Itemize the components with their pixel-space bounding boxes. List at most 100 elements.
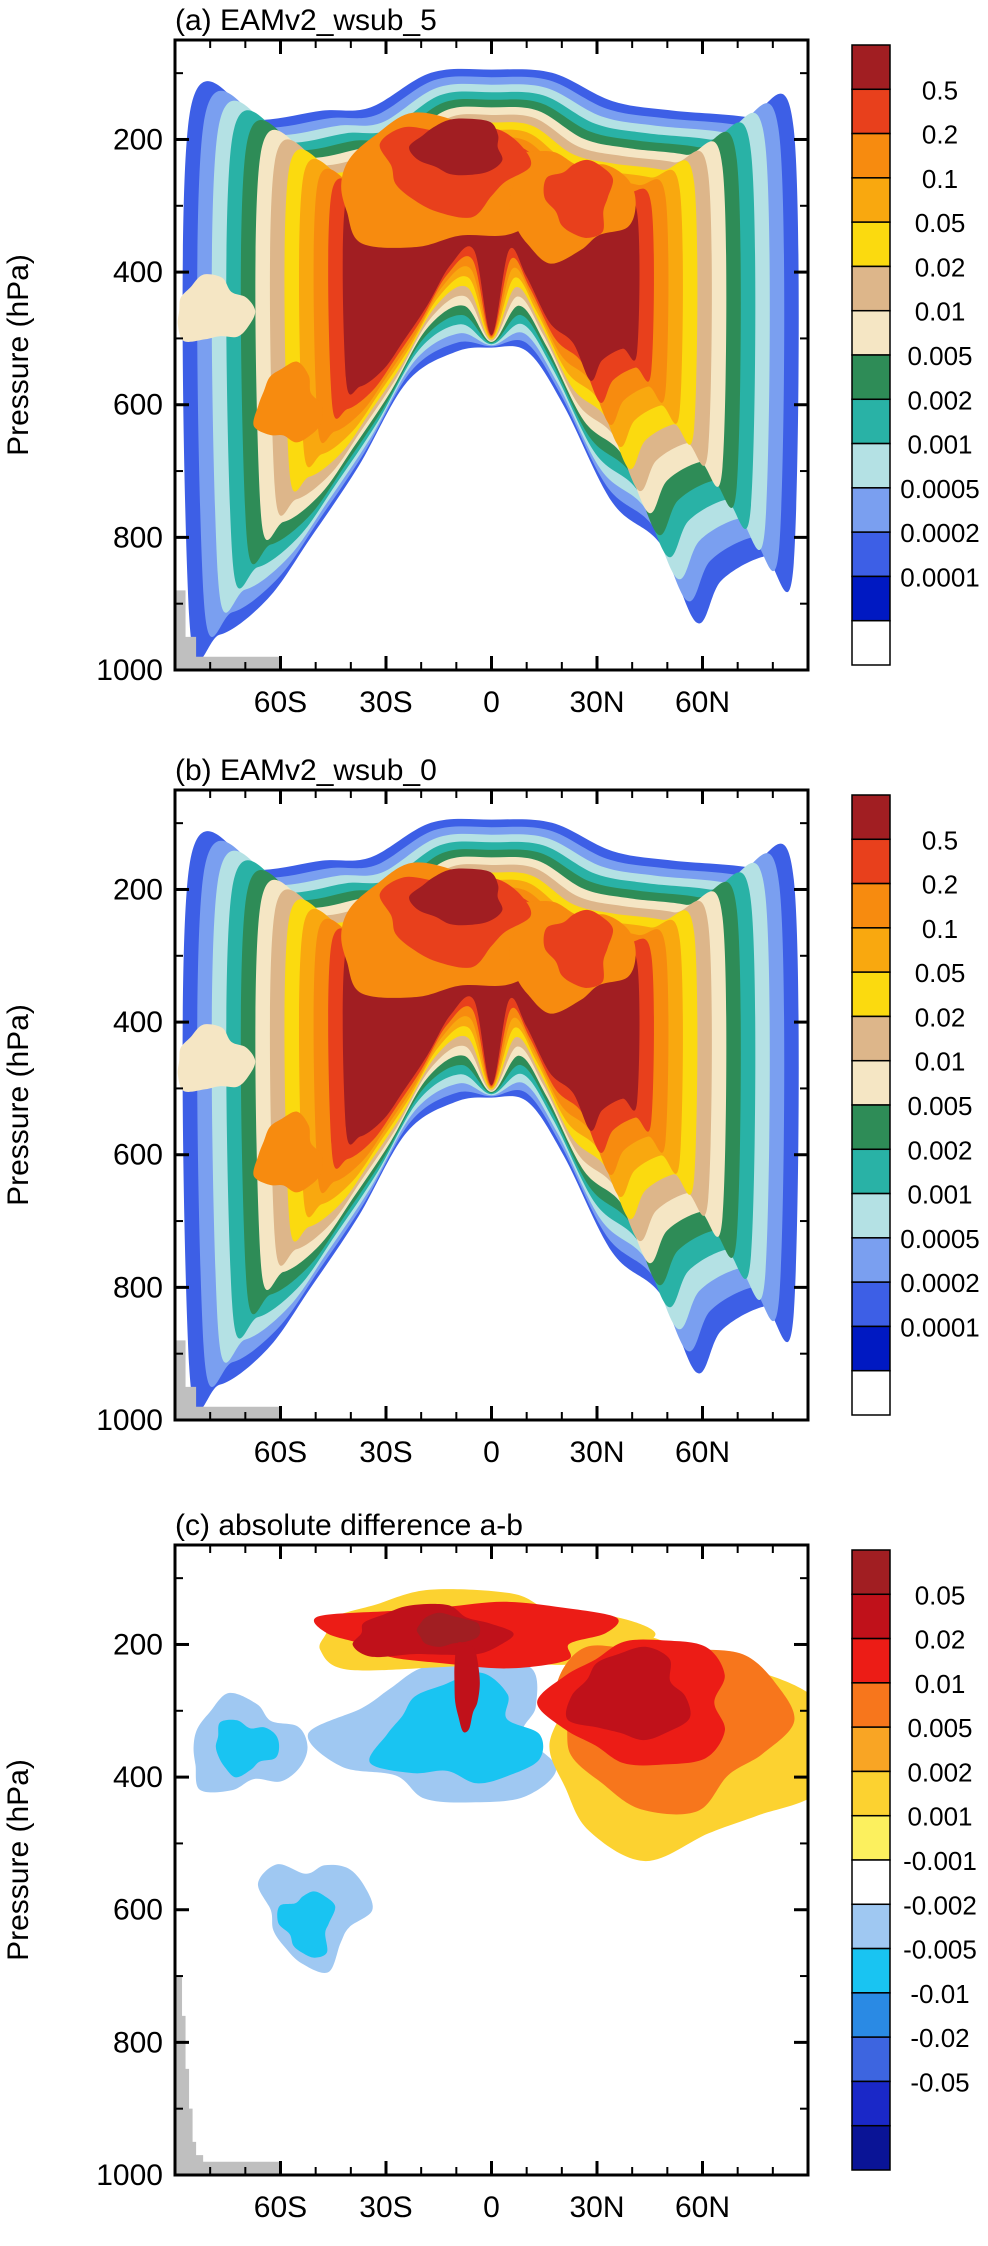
- colorbar-swatch: [851, 971, 891, 1018]
- colorbar-swatch: [851, 354, 891, 401]
- colorbar-label: -0.001: [903, 1846, 977, 1876]
- colorbar-swatch: [851, 927, 891, 973]
- colorbar-swatch: [851, 442, 891, 489]
- contour-band: [409, 868, 503, 926]
- colorbar-swatch: [851, 1549, 891, 1596]
- panel-b: (b) EAMv2_wsub_0 Pressure (hPa) 200 400 600 8…: [2, 754, 980, 1469]
- colorbar-swatch: [851, 1947, 891, 1994]
- y-tick-label: 400: [113, 256, 163, 289]
- colorbar-swatch: [851, 838, 891, 885]
- x-tick-label: 30S: [359, 686, 412, 719]
- x-tick-label: 30N: [569, 2191, 624, 2224]
- colorbar-swatch: [851, 1682, 891, 1728]
- surface-mask: [175, 1340, 281, 1420]
- contour-band: [277, 1891, 336, 1958]
- colorbar-label: 0.005: [907, 1091, 972, 1121]
- x-tick-label: 60N: [675, 2191, 730, 2224]
- colorbar-swatch: [851, 1593, 891, 1640]
- x-tick-label: 0: [483, 686, 500, 719]
- colorbar-swatch: [851, 1237, 891, 1283]
- contour-field: [175, 818, 799, 1420]
- colorbar-swatch: [851, 1992, 891, 2038]
- colorbar-swatch: [851, 531, 891, 578]
- colorbar-label: 0.0002: [900, 518, 980, 548]
- contour-band: [215, 1719, 280, 1778]
- colorbar-swatch: [851, 2124, 891, 2171]
- colorbar-label: 0.2: [922, 870, 958, 900]
- colorbar-label: 0.2: [922, 120, 958, 150]
- colorbar-label: 0.1: [922, 164, 958, 194]
- colorbar-swatch: [851, 487, 891, 533]
- colorbar-swatch: [851, 1059, 891, 1106]
- colorbar-label: -0.05: [910, 2067, 969, 2097]
- chart-title: (a) EAMv2_wsub_5: [175, 4, 437, 37]
- colorbar-swatch: [851, 1726, 891, 1773]
- colorbar-label: 0.001: [907, 1802, 972, 1832]
- x-tick-label: 60S: [254, 686, 307, 719]
- x-tick-label: 0: [483, 1436, 500, 1469]
- colorbar-swatch: [851, 265, 891, 312]
- colorbar-label: 0.002: [907, 385, 972, 415]
- colorbar-swatch: [851, 1903, 891, 1950]
- y-tick-label: 200: [113, 873, 163, 906]
- y-tick-label: 600: [113, 389, 163, 422]
- colorbar-swatch: [851, 221, 891, 268]
- colorbar-label: -0.01: [910, 1979, 969, 2009]
- contour-band: [253, 1111, 323, 1193]
- colorbar-label: 0.5: [922, 825, 958, 855]
- panel-a: (a) EAMv2_wsub_5 Pressure (hPa) 200 400 600 8…: [2, 4, 980, 719]
- contour-field: [175, 1589, 808, 2175]
- colorbar-label: 0.0005: [900, 1224, 980, 1254]
- x-tick-label: 60N: [675, 1436, 730, 1469]
- y-axis-label: Pressure (hPa): [2, 1004, 35, 1206]
- colorbar-label: 0.05: [915, 1580, 966, 1610]
- colorbar-label: 0.005: [907, 1713, 972, 1743]
- colorbar: 0.5 0.2 0.1 0.05 0.02 0.01 0.005 0.002 0.001 0.00…: [851, 44, 980, 666]
- y-tick-label: 800: [113, 2026, 163, 2059]
- y-tick-label: 600: [113, 1894, 163, 1927]
- x-tick-label: 30N: [569, 1436, 624, 1469]
- x-tick-label: 60N: [675, 686, 730, 719]
- colorbar-swatch: [851, 1281, 891, 1328]
- colorbar-swatch: [851, 1192, 891, 1239]
- colorbar-swatch: [851, 1369, 891, 1416]
- colorbar-label: 0.05: [915, 958, 966, 988]
- x-tick-label: 60S: [254, 2191, 307, 2224]
- contour-band: [454, 1641, 480, 1733]
- colorbar-swatch: [851, 88, 891, 135]
- x-tick-label: 30S: [359, 2191, 412, 2224]
- colorbar-swatch: [851, 1859, 891, 1906]
- x-tick-label: 60S: [254, 1436, 307, 1469]
- contour-band: [177, 1024, 256, 1092]
- colorbar-label: 0.02: [915, 1625, 966, 1655]
- chart-title: (b) EAMv2_wsub_0: [175, 754, 437, 787]
- colorbar-swatch: [851, 398, 891, 445]
- colorbar: 0.5 0.2 0.1 0.05 0.02 0.01 0.005 0.002 0.001 0.00…: [851, 794, 980, 1416]
- contour-band: [177, 274, 256, 342]
- colorbar-label: 0.005: [907, 341, 972, 371]
- colorbar-swatch: [851, 309, 891, 356]
- y-tick-label: 800: [113, 1271, 163, 1304]
- y-tick-label: 400: [113, 1761, 163, 1794]
- surface-mask: [175, 590, 281, 670]
- colorbar-label: 0.0001: [900, 1312, 980, 1342]
- panel-c: (c) absolute difference a-b Pressure (hPa…: [2, 1509, 977, 2224]
- y-tick-label: 200: [113, 1628, 163, 1661]
- y-axis-label: Pressure (hPa): [2, 1759, 35, 1961]
- contour-band: [253, 361, 323, 443]
- y-tick-label: 1000: [96, 654, 163, 687]
- contour-band: [409, 118, 503, 176]
- colorbar-label: 0.001: [907, 430, 972, 460]
- surface-mask: [175, 1976, 281, 2175]
- colorbar-swatch: [851, 1325, 891, 1372]
- colorbar-label: 0.5: [922, 75, 958, 105]
- colorbar-swatch: [851, 2080, 891, 2127]
- colorbar-swatch: [851, 1814, 891, 1861]
- colorbar-label: 0.0001: [900, 562, 980, 592]
- colorbar-label: 0.01: [915, 1669, 966, 1699]
- colorbar-swatch: [851, 44, 891, 91]
- colorbar-swatch: [851, 1104, 891, 1151]
- colorbar-label: 0.01: [915, 297, 966, 327]
- x-tick-label: 0: [483, 2191, 500, 2224]
